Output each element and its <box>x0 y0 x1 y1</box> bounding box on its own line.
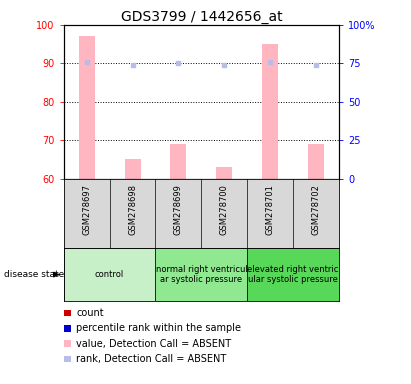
Text: rank, Detection Call = ABSENT: rank, Detection Call = ABSENT <box>76 354 226 364</box>
Text: GSM278697: GSM278697 <box>82 184 91 235</box>
Text: GSM278699: GSM278699 <box>174 184 183 235</box>
Bar <box>155 248 247 301</box>
Text: disease state: disease state <box>4 270 65 279</box>
Bar <box>64 356 71 362</box>
Text: GSM278698: GSM278698 <box>128 184 137 235</box>
Bar <box>125 159 141 179</box>
Bar <box>171 144 187 179</box>
Text: normal right ventricul
ar systolic pressure: normal right ventricul ar systolic press… <box>155 265 247 284</box>
Bar <box>216 167 232 179</box>
Text: count: count <box>76 308 104 318</box>
Bar <box>79 36 95 179</box>
Text: GSM278700: GSM278700 <box>220 184 229 235</box>
Bar <box>64 340 71 347</box>
Bar <box>64 248 155 301</box>
Text: value, Detection Call = ABSENT: value, Detection Call = ABSENT <box>76 339 231 349</box>
Bar <box>308 144 324 179</box>
Bar <box>64 310 71 316</box>
Bar <box>247 248 339 301</box>
Text: elevated right ventric
ular systolic pressure: elevated right ventric ular systolic pre… <box>247 265 339 284</box>
Title: GDS3799 / 1442656_at: GDS3799 / 1442656_at <box>120 10 282 24</box>
Text: GSM278701: GSM278701 <box>266 184 275 235</box>
Bar <box>262 44 278 179</box>
Bar <box>64 325 71 332</box>
Text: GSM278702: GSM278702 <box>312 184 321 235</box>
Text: percentile rank within the sample: percentile rank within the sample <box>76 323 241 333</box>
Text: control: control <box>95 270 124 279</box>
